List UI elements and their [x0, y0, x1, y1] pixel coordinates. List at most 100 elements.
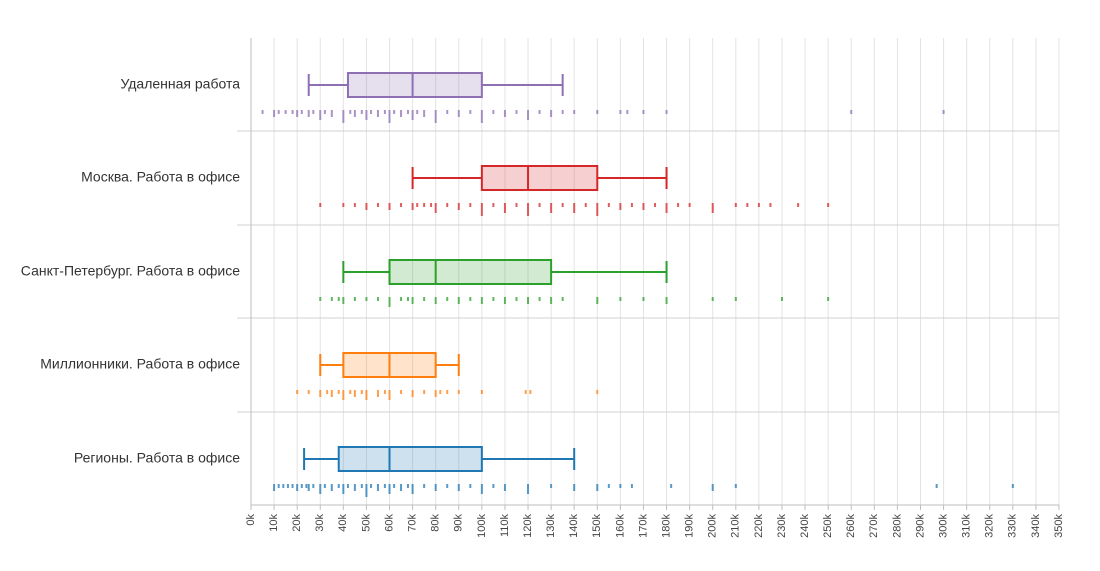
data-point	[319, 297, 322, 301]
data-point	[383, 390, 386, 394]
data-point	[596, 297, 599, 304]
x-tick-label: 20k	[291, 514, 303, 532]
data-point	[423, 110, 426, 117]
data-point	[296, 390, 299, 394]
data-point	[296, 484, 299, 491]
data-point	[406, 484, 409, 488]
series-row: Миллионники. Работа в офисе	[40, 352, 599, 400]
data-point	[550, 484, 553, 488]
data-point	[670, 484, 673, 488]
data-point	[411, 484, 414, 494]
row-separators	[237, 130, 1059, 413]
data-point	[734, 297, 737, 301]
data-point	[353, 203, 356, 207]
data-point	[503, 110, 506, 117]
series-label: Москва. Работа в офисе	[81, 169, 240, 185]
x-tick-label: 350k	[1053, 514, 1065, 538]
data-point	[370, 484, 373, 488]
data-point	[550, 297, 553, 304]
data-point	[527, 297, 530, 304]
series-row: Удаленная работа	[120, 72, 945, 123]
data-point	[400, 203, 403, 207]
data-point	[365, 110, 368, 120]
data-point	[307, 390, 310, 394]
data-point	[527, 110, 530, 120]
data-point	[353, 390, 356, 397]
data-point	[596, 484, 599, 491]
data-point	[349, 390, 352, 394]
data-point	[480, 390, 483, 394]
x-tick-label: 70k	[407, 514, 419, 532]
data-point	[492, 484, 495, 488]
data-point	[480, 110, 483, 123]
data-point	[388, 484, 391, 494]
series-rows: Удаленная работа Москва. Работа в офисе Са…	[21, 72, 1014, 497]
x-tick-label: 270k	[868, 514, 880, 538]
data-point	[319, 484, 322, 494]
data-point	[342, 484, 345, 494]
data-point	[734, 203, 737, 207]
data-point	[291, 110, 294, 114]
data-point	[827, 203, 830, 207]
data-point	[346, 484, 349, 488]
data-point	[319, 390, 322, 397]
data-point	[312, 484, 315, 488]
data-point	[353, 110, 356, 117]
series-row: Регионы. Работа в офисе	[74, 446, 1014, 497]
data-point	[469, 110, 472, 114]
data-point	[261, 110, 264, 114]
x-axis: 0k 10k 20k 30k 40k 50k 60k 70k 80k 90k 100k 110k 120…	[245, 38, 1065, 538]
data-point	[538, 203, 541, 207]
data-point	[376, 110, 379, 117]
x-tick-label: 220k	[753, 514, 765, 538]
data-point	[342, 203, 345, 207]
data-point	[584, 203, 587, 207]
data-point	[711, 297, 714, 301]
x-tick-label: 80k	[430, 514, 442, 532]
data-point	[515, 110, 518, 114]
data-point	[388, 390, 391, 400]
data-point	[312, 110, 315, 114]
x-tick-label: 320k	[984, 514, 996, 538]
x-tick-label: 180k	[660, 514, 672, 538]
data-point	[376, 297, 379, 301]
data-point	[353, 484, 356, 491]
x-tick-label: 50k	[360, 514, 372, 532]
data-point	[383, 110, 386, 114]
data-point	[434, 203, 437, 213]
x-tick-label: 280k	[891, 514, 903, 538]
x-tick-label: 260k	[845, 514, 857, 538]
series-row: Санкт-Петербург. Работа в офисе	[21, 259, 830, 307]
data-point	[423, 390, 426, 394]
x-tick-label: 210k	[730, 514, 742, 538]
x-tick-label: 40k	[337, 514, 349, 532]
data-point	[480, 297, 483, 304]
data-point	[642, 110, 645, 114]
data-point	[711, 484, 714, 491]
data-point	[388, 110, 391, 123]
data-point	[529, 390, 532, 394]
data-point	[383, 484, 386, 488]
data-point	[323, 484, 326, 488]
x-tick-label: 130k	[545, 514, 557, 538]
data-point	[527, 203, 530, 216]
data-point	[769, 203, 772, 207]
data-point	[503, 203, 506, 213]
data-point	[626, 110, 629, 114]
data-point	[284, 110, 287, 114]
data-point	[935, 484, 938, 488]
data-point	[305, 484, 308, 488]
data-point	[376, 203, 379, 207]
data-point	[423, 203, 426, 207]
data-point	[457, 203, 460, 210]
data-point	[457, 484, 460, 491]
data-point	[406, 110, 409, 114]
data-point	[349, 110, 352, 114]
data-point	[319, 110, 322, 120]
data-point	[337, 297, 340, 301]
x-tick-label: 60k	[383, 514, 395, 532]
iqr-box	[388, 259, 553, 285]
data-point	[434, 484, 437, 491]
data-point	[515, 203, 518, 207]
data-point	[469, 297, 472, 301]
